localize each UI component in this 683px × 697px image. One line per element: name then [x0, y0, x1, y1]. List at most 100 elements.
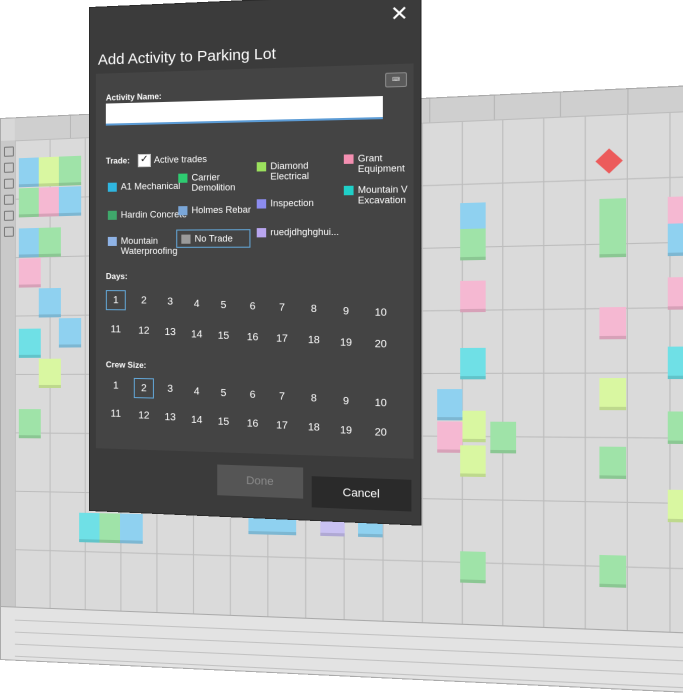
tool-icon[interactable]: [4, 227, 14, 237]
activity-sticky-note[interactable]: [59, 318, 81, 348]
crew-size-option[interactable]: 9: [335, 391, 357, 412]
trade-swatch: [344, 186, 354, 196]
trade-option-no-trade[interactable]: No Trade: [176, 229, 250, 248]
day-option[interactable]: 11: [106, 320, 126, 340]
crew-size-option[interactable]: 5: [213, 383, 234, 404]
crew-size-option[interactable]: 3: [160, 380, 180, 401]
crew-size-option[interactable]: 19: [335, 420, 357, 442]
activity-sticky-note[interactable]: [19, 329, 41, 358]
activity-sticky-note[interactable]: [120, 514, 143, 544]
activity-sticky-note[interactable]: [19, 258, 41, 288]
activity-sticky-note[interactable]: [437, 421, 462, 452]
activity-sticky-note[interactable]: [19, 188, 41, 218]
activity-sticky-note[interactable]: [19, 409, 41, 438]
day-option[interactable]: 7: [271, 298, 292, 319]
crew-size-option[interactable]: 7: [271, 387, 292, 408]
crew-size-option[interactable]: 18: [303, 418, 324, 439]
activity-sticky-note[interactable]: [599, 378, 626, 410]
trade-option-diamond-electrical[interactable]: Diamond Electrical: [257, 160, 320, 182]
day-option[interactable]: 3: [160, 293, 180, 313]
activity-sticky-note[interactable]: [39, 157, 61, 187]
activity-sticky-note[interactable]: [668, 346, 683, 379]
tool-icon[interactable]: [4, 178, 14, 188]
keyboard-icon[interactable]: ⌨: [385, 72, 407, 87]
activity-sticky-note[interactable]: [460, 411, 485, 443]
crew-size-option[interactable]: 6: [242, 385, 263, 406]
day-option[interactable]: 6: [242, 297, 263, 318]
activity-sticky-note[interactable]: [668, 490, 683, 523]
trade-option-a1-mechanical[interactable]: A1 Mechanical: [108, 181, 181, 192]
crew-size-option[interactable]: 11: [106, 404, 126, 425]
activity-sticky-note[interactable]: [39, 288, 61, 318]
activity-sticky-note[interactable]: [668, 277, 683, 310]
day-option[interactable]: 14: [186, 325, 207, 346]
activity-sticky-note[interactable]: [460, 228, 485, 260]
trade-option-carrier-demolition[interactable]: Carrier Demolition: [178, 172, 242, 193]
trade-option-ruedjdhghghui[interactable]: ruedjdhghghui...: [257, 227, 339, 238]
activity-sticky-note[interactable]: [99, 513, 122, 543]
trade-option-inspection[interactable]: Inspection: [257, 198, 314, 209]
day-option[interactable]: 5: [213, 296, 234, 317]
trade-option-hardin-concrete[interactable]: Hardin Concrete: [108, 209, 187, 220]
day-option[interactable]: 10: [370, 303, 392, 324]
day-option[interactable]: 8: [303, 300, 324, 321]
activity-sticky-note[interactable]: [437, 389, 462, 420]
dialog-title: Add Activity to Parking Lot: [98, 45, 276, 69]
activity-sticky-note[interactable]: [599, 225, 626, 258]
activity-sticky-note[interactable]: [668, 223, 683, 256]
cancel-button[interactable]: Cancel: [312, 476, 412, 511]
trade-option-mountain-v-excavation[interactable]: Mountain V Excavation: [344, 184, 409, 206]
crew-size-option[interactable]: 2: [134, 378, 154, 399]
crew-size-option[interactable]: 14: [186, 410, 207, 431]
crew-size-option[interactable]: 13: [160, 408, 180, 429]
day-option[interactable]: 17: [271, 329, 292, 350]
trade-option-grant-equipment[interactable]: Grant Equipment: [344, 152, 412, 174]
activity-sticky-note[interactable]: [668, 411, 683, 444]
active-trades-checkbox[interactable]: ✓: [138, 154, 151, 167]
activity-sticky-note[interactable]: [39, 227, 61, 257]
day-option[interactable]: 16: [242, 328, 263, 349]
tool-icon[interactable]: [4, 146, 14, 156]
activity-sticky-note[interactable]: [59, 186, 81, 216]
activity-sticky-note[interactable]: [599, 555, 626, 588]
trade-option-mountain-waterproofing[interactable]: Mountain Waterproofing: [108, 236, 170, 256]
tool-icon[interactable]: [4, 195, 14, 205]
day-option[interactable]: 2: [134, 291, 154, 311]
activity-sticky-note[interactable]: [490, 422, 516, 454]
day-option[interactable]: 15: [213, 326, 234, 347]
day-option[interactable]: 13: [160, 323, 180, 344]
crew-size-option[interactable]: 16: [242, 414, 263, 435]
crew-size-option[interactable]: 12: [134, 406, 154, 427]
activity-sticky-note[interactable]: [39, 359, 61, 388]
activity-sticky-note[interactable]: [460, 551, 485, 583]
day-option[interactable]: 12: [134, 322, 154, 342]
done-button[interactable]: Done: [217, 465, 303, 499]
activity-sticky-note[interactable]: [599, 447, 626, 479]
day-option[interactable]: 9: [335, 301, 357, 322]
close-icon[interactable]: ✕: [389, 4, 409, 24]
day-option[interactable]: 4: [186, 294, 207, 315]
activity-sticky-note[interactable]: [39, 187, 61, 217]
crew-size-option[interactable]: 8: [303, 389, 324, 410]
day-option[interactable]: 1: [106, 290, 126, 310]
crew-size-option[interactable]: 15: [213, 412, 234, 433]
activity-sticky-note[interactable]: [460, 445, 485, 477]
activity-sticky-note[interactable]: [79, 513, 101, 543]
activity-sticky-note[interactable]: [19, 228, 41, 258]
activity-sticky-note[interactable]: [460, 281, 485, 313]
day-option[interactable]: 19: [335, 333, 357, 354]
crew-size-option[interactable]: 10: [370, 393, 392, 415]
crew-size-option[interactable]: 17: [271, 416, 292, 437]
day-option[interactable]: 20: [370, 334, 392, 355]
activity-sticky-note[interactable]: [599, 307, 626, 339]
activity-sticky-note[interactable]: [19, 157, 41, 187]
tool-icon[interactable]: [4, 211, 14, 221]
tool-icon[interactable]: [4, 162, 14, 172]
activity-sticky-note[interactable]: [460, 348, 485, 380]
crew-size-option[interactable]: 1: [106, 376, 126, 397]
trade-option-holmes-rebar[interactable]: Holmes Rebar: [178, 204, 251, 215]
activity-sticky-note[interactable]: [59, 156, 81, 186]
crew-size-option[interactable]: 20: [370, 422, 392, 444]
crew-size-option[interactable]: 4: [186, 382, 207, 403]
day-option[interactable]: 18: [303, 331, 324, 352]
